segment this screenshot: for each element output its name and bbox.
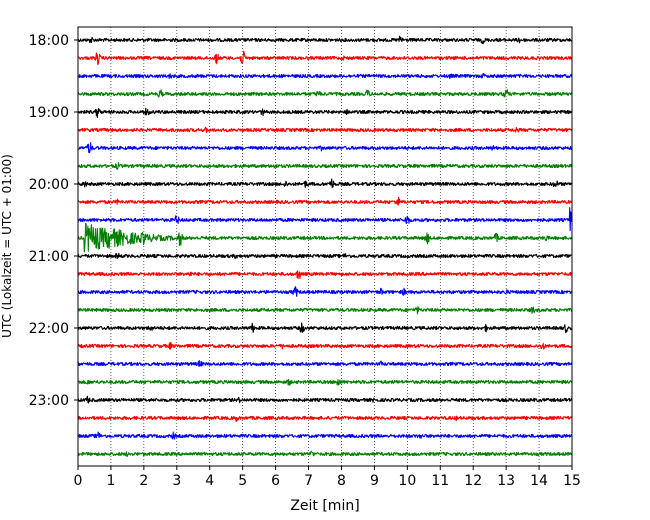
trace-2215 [77,341,573,350]
x-tick-label: 5 [238,473,247,489]
x-tick-label: 8 [337,473,346,489]
x-tick-label: 4 [205,473,214,489]
y-tick-label: 20:00 [29,177,69,193]
x-tick-label: 11 [431,473,449,489]
trace-1800 [77,35,573,45]
trace-1900 [77,107,573,119]
trace-2130 [77,286,573,297]
traces [77,35,573,458]
x-tick-label: 7 [304,473,313,489]
trace-2330 [77,431,573,440]
y-tick-label: 19:00 [29,105,69,121]
y-axis: 18:00 19:00 20:00 21:00 22:00 23:00 [29,33,78,409]
x-tick-label: 10 [398,473,416,489]
x-tick-label: 1 [106,473,115,489]
y-tick-label: 21:00 [29,249,69,265]
trace-2000 [77,178,573,189]
y-tick-label: 23:00 [29,393,69,409]
trace-2300 [77,395,573,404]
trace-2345 [77,450,573,458]
trace-2030 [77,207,573,232]
x-tick-label: 2 [139,473,148,489]
trace-1815 [77,50,573,65]
trace-2245 [77,378,573,386]
x-tick-label: 13 [497,473,515,489]
x-grid [110,27,540,466]
trace-2145 [77,306,573,315]
trace-2115 [77,270,573,279]
trace-2015 [77,196,573,206]
y-tick-label: 18:00 [29,33,69,49]
x-tick-label: 12 [464,473,482,489]
x-tick-label: 0 [74,473,83,489]
x-tick-label: 9 [370,473,379,489]
trace-1830 [77,72,573,80]
trace-1930 [77,142,573,154]
trace-2200 [77,322,573,334]
x-axis-label: Zeit [min] [290,498,359,514]
trace-2045 [77,222,573,253]
x-axis: 0 1 2 3 4 5 6 7 8 9 10 11 12 13 14 15 [74,466,581,489]
y-tick-label: 22:00 [29,321,69,337]
trace-2100 [77,252,573,260]
y-axis-label: UTC (Lokalzeit = UTC + 01:00) [0,154,14,338]
x-tick-label: 3 [172,473,181,489]
trace-1845 [77,89,573,98]
trace-1945 [77,161,573,170]
trace-1915 [77,126,573,133]
trace-2230 [77,359,573,367]
x-tick-label: 15 [563,473,581,489]
x-tick-label: 14 [530,473,548,489]
x-tick-label: 6 [271,473,280,489]
plot-frame [77,26,573,467]
trace-2315 [77,415,573,422]
